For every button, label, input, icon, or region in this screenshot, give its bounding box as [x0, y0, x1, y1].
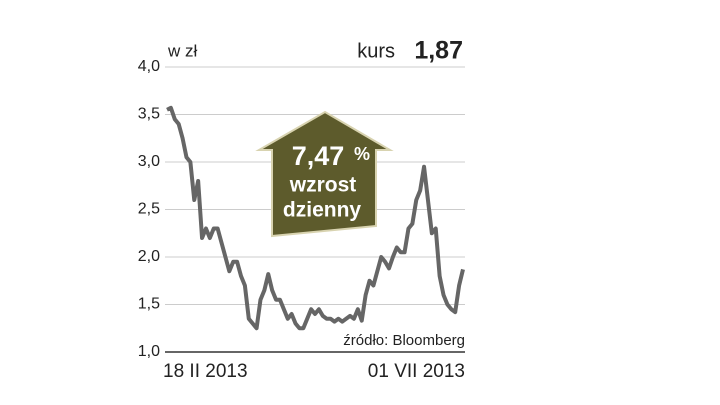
y-tick-label: 3,5: [138, 106, 160, 123]
annotation-value: 7,47: [292, 141, 345, 171]
series-line: [166, 105, 465, 331]
annotation-unit: %: [354, 144, 370, 164]
y-tick-label: 1,5: [138, 296, 160, 313]
y-unit: w zł: [167, 41, 198, 60]
y-tick-label: 2,5: [138, 201, 160, 218]
annotation-arrow: [255, 110, 394, 238]
y-tick-label: 1,0: [138, 343, 160, 360]
annotation-line2: dzienny: [283, 199, 361, 222]
current-label: kurs: [357, 40, 395, 62]
source: źródło: Bloomberg: [343, 332, 465, 349]
y-tick-label: 3,0: [138, 153, 160, 170]
x-tick-label: 01 VII 2013: [368, 361, 465, 382]
y-tick-label: 2,0: [138, 248, 160, 265]
current-value: 1,87: [414, 37, 463, 65]
x-tick-label: 18 II 2013: [163, 361, 248, 382]
plot: 1,0 1,5 2,0 2,5 3,0 3,5 4,0 18 II 2013 01 VII 20…: [138, 58, 465, 382]
annotation-line1: wzrost: [289, 174, 357, 197]
y-tick-label: 4,0: [138, 58, 160, 75]
